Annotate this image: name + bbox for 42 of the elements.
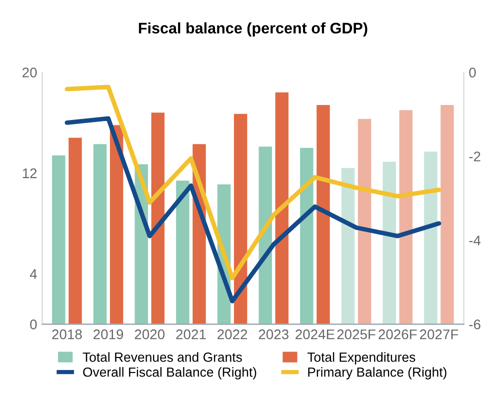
x-tick-label: 2021 (176, 329, 206, 340)
x-tick-label: 2024E (296, 329, 334, 340)
bar (93, 144, 107, 324)
bar (440, 105, 454, 324)
x-tick-label: 2020 (134, 329, 165, 340)
bar (110, 125, 124, 324)
bar (399, 110, 413, 324)
x-tick-label: 2026F (378, 329, 417, 340)
legend-label: Total Revenues and Grants (82, 352, 242, 362)
chart-title: Fiscal balance (percent of GDP) (138, 22, 368, 37)
x-tick-label: 2027F (420, 329, 458, 340)
legend-label: Overall Fiscal Balance (Right) (83, 367, 256, 380)
y2-tick-label: -4 (469, 236, 481, 246)
bar (300, 148, 314, 324)
bar (234, 114, 248, 324)
x-tick-label: 2018 (52, 329, 82, 340)
y-tick-label: 20 (22, 68, 37, 78)
y2-tick-label: -6 (469, 320, 480, 330)
bar (151, 112, 165, 324)
legend-label: Primary Balance (Right) (308, 367, 446, 380)
x-tick-label: 2022 (218, 329, 248, 340)
bar (424, 152, 438, 324)
bar (176, 180, 190, 324)
y-tick-label: 12 (22, 168, 37, 178)
y-tick-label: 4 (30, 269, 37, 279)
line-series (64, 116, 442, 304)
legend-label: Total Expenditures (307, 352, 416, 364)
bar (316, 105, 330, 324)
bar (258, 146, 272, 324)
bar (275, 92, 289, 324)
x-tick-label: 2019 (94, 329, 124, 340)
x-tick-label: 2025F (337, 329, 376, 340)
bar (358, 118, 372, 324)
y2-tick-label: 0 (469, 68, 476, 78)
bar (52, 155, 66, 324)
line-series (64, 84, 442, 280)
bar (382, 162, 396, 324)
bar (341, 168, 355, 324)
y2-tick-label: -2 (469, 152, 480, 162)
y-tick-label: 0 (30, 320, 37, 330)
x-tick-label: 2023 (258, 329, 288, 340)
bar (68, 138, 82, 324)
